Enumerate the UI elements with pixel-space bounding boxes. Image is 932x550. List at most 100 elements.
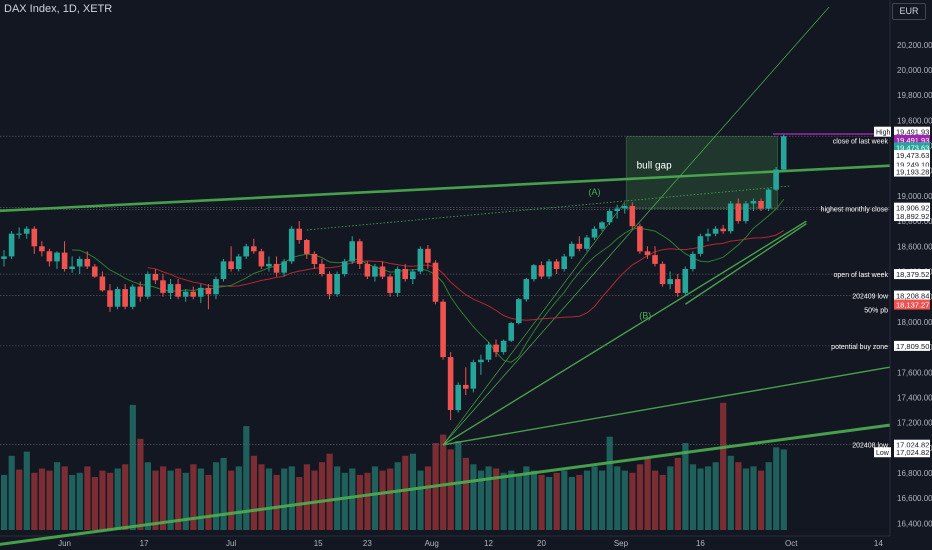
volume-bar <box>606 436 613 530</box>
candle-body <box>629 206 636 227</box>
price-axis-tick-label: 16,400.00 <box>897 519 932 528</box>
volume-bar <box>379 470 386 530</box>
chart-annotation: (B) <box>639 311 651 321</box>
volume-bar <box>394 462 401 530</box>
candle-body <box>152 274 159 281</box>
candle-body <box>758 201 764 209</box>
candle-body <box>690 253 696 269</box>
candle-body <box>780 136 787 170</box>
price-label-value: 19,473.63 <box>896 143 929 152</box>
candle-body <box>720 228 726 232</box>
time-axis-tick-label: Jul <box>226 539 236 548</box>
volume-bar <box>371 466 379 530</box>
volume-bar <box>107 472 114 530</box>
volume-bar <box>735 462 742 530</box>
lower-channel-trendline <box>0 423 890 546</box>
price-axis-tick-label: 19,600.00 <box>897 116 932 125</box>
volume-bar <box>76 472 83 530</box>
volume-bar <box>258 464 265 530</box>
volume-bar <box>326 453 333 530</box>
volume-bar <box>773 447 780 530</box>
volume-bar <box>614 466 621 530</box>
level-annotation: close of last week <box>833 139 889 146</box>
currency-selector[interactable]: EUR <box>892 3 926 20</box>
volume-bar <box>220 457 227 530</box>
candle-body <box>402 269 408 280</box>
price-axis-tick-label: 18,800.00 <box>897 217 932 226</box>
candle-body <box>599 222 605 229</box>
candle-body <box>553 261 560 269</box>
volume-bar <box>356 474 363 530</box>
volume-bar <box>190 464 197 530</box>
support-fan-line <box>442 366 890 446</box>
volume-bar <box>470 464 477 530</box>
volume-bar <box>281 468 288 530</box>
level-annotation: highest monthly close <box>821 207 888 214</box>
candle-body <box>516 299 522 324</box>
candle-body <box>167 284 174 293</box>
level-annotation: potential buy zone <box>831 344 888 351</box>
volume-bar <box>288 466 295 530</box>
candle-body <box>440 301 446 358</box>
volume-bar <box>720 402 727 530</box>
candle-body <box>114 289 121 307</box>
candle-body <box>500 340 507 353</box>
candle-body <box>304 240 310 254</box>
candle-body <box>682 269 689 293</box>
candle-body <box>8 233 15 257</box>
candle-body <box>637 226 643 252</box>
swing-b-trendline <box>684 223 807 305</box>
volume-bar <box>424 466 432 530</box>
price-label-value: 17,024.82 <box>896 441 929 450</box>
volume-bar <box>402 455 409 530</box>
candle-body <box>773 169 779 190</box>
candle-body <box>697 236 704 254</box>
candle-body <box>417 248 424 272</box>
price-label-box <box>894 202 930 213</box>
candle-body <box>425 248 431 263</box>
volume-bar <box>1 474 8 530</box>
time-axis-tick-label: 17 <box>140 539 149 548</box>
candle-body <box>175 284 181 297</box>
volume-bar <box>477 470 485 530</box>
candle-body <box>213 279 219 295</box>
candle-body <box>750 201 757 204</box>
candle-body <box>137 286 144 297</box>
price-labels: High 19,491.9319,491.9319,473.6319,473.63… <box>874 126 930 458</box>
price-label-value: 19,491.93 <box>896 128 929 137</box>
candle-body <box>334 274 340 295</box>
volume-bar <box>447 449 454 530</box>
candle-body <box>584 237 590 249</box>
time-axis-tick-label: 15 <box>314 539 323 548</box>
candle-body <box>394 269 401 293</box>
level-annotation: 50% pb <box>864 307 888 314</box>
level-annotation: open of last week <box>834 272 889 279</box>
volume-bar <box>689 464 697 530</box>
price-axis-tick-label: 16,600.00 <box>897 494 932 503</box>
candle-body <box>145 274 151 297</box>
candle-body <box>765 189 772 209</box>
candle-body <box>463 384 469 389</box>
candle-body <box>23 228 30 234</box>
volume-bar <box>583 470 591 530</box>
candle-body <box>531 265 537 280</box>
volume-bar <box>197 468 204 530</box>
candle-body <box>614 208 620 211</box>
candle-body <box>228 261 234 269</box>
price-label-value: 18,137.27 <box>896 301 929 310</box>
price-label-box <box>894 159 930 170</box>
volume-bar <box>515 474 522 530</box>
volume-bar <box>228 470 235 530</box>
volume-bar <box>629 472 636 530</box>
candle-body <box>508 323 514 341</box>
volume-bar <box>462 457 469 530</box>
price-label-box <box>894 211 930 222</box>
volume-bar <box>46 470 53 530</box>
candle-body <box>538 265 545 277</box>
fan-line-a <box>442 202 626 446</box>
volume-bar <box>644 457 651 530</box>
volume-bar <box>122 464 129 530</box>
price-label-tag <box>874 126 891 137</box>
candle-body <box>523 279 530 300</box>
